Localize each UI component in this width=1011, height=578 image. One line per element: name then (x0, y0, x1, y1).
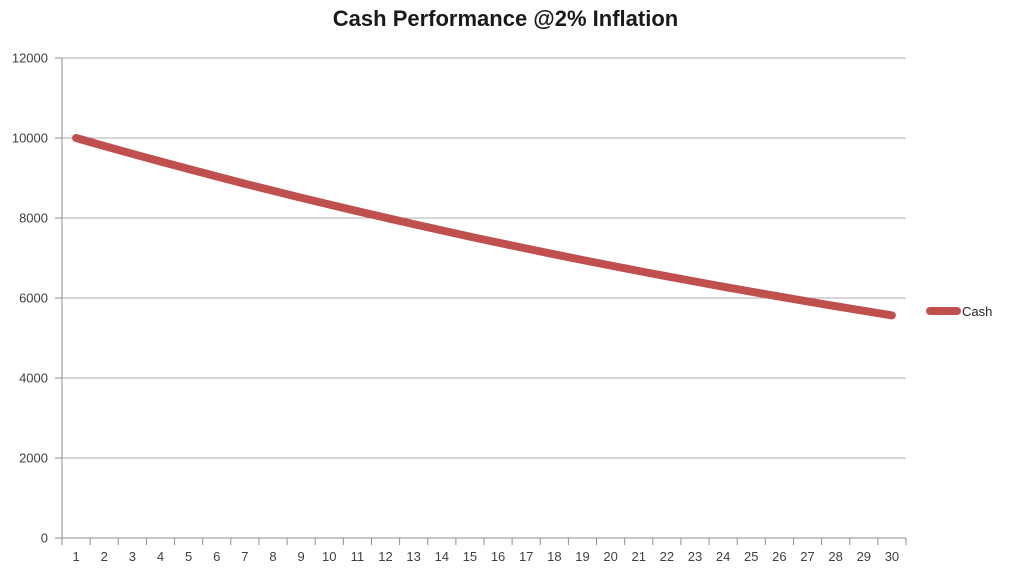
y-axis-label: 4000 (19, 371, 48, 386)
legend-label: Cash (962, 303, 993, 319)
x-axis-label: 28 (828, 549, 842, 564)
x-axis-label: 25 (744, 549, 758, 564)
x-axis-label: 30 (885, 549, 899, 564)
x-axis-label: 18 (547, 549, 561, 564)
x-axis-label: 23 (688, 549, 702, 564)
y-axis-label: 8000 (19, 211, 48, 226)
y-axis-label: 12000 (12, 51, 48, 66)
x-axis-label: 24 (716, 549, 730, 564)
x-axis-label: 20 (603, 549, 617, 564)
x-axis-label: 10 (322, 549, 336, 564)
x-axis-label: 3 (129, 549, 136, 564)
x-axis-label: 19 (575, 549, 589, 564)
y-axis-label: 10000 (12, 131, 48, 146)
legend: Cash (926, 303, 992, 319)
x-axis-label: 17 (519, 549, 533, 564)
x-axis-label: 4 (157, 549, 164, 564)
y-axis-label: 2000 (19, 451, 48, 466)
chart-title: Cash Performance @2% Inflation (332, 6, 679, 31)
y-axis-label: 0 (41, 531, 48, 546)
legend-line-swatch (926, 307, 961, 315)
x-axis-label: 27 (800, 549, 814, 564)
x-axis-label: 16 (491, 549, 505, 564)
x-axis-label: 6 (213, 549, 220, 564)
x-axis-label: 11 (351, 549, 365, 564)
x-axis-label: 13 (406, 549, 420, 564)
x-axis-label: 9 (298, 549, 305, 564)
x-axis-label: 1 (72, 549, 79, 564)
x-axis-label: 15 (463, 549, 477, 564)
series-line (72, 134, 896, 320)
x-axis-label: 12 (378, 549, 392, 564)
x-axis-label: 5 (185, 549, 192, 564)
x-axis-label: 26 (772, 549, 786, 564)
x-axis-label: 21 (631, 549, 645, 564)
x-axis-label: 22 (660, 549, 674, 564)
x-axis-label: 29 (857, 549, 871, 564)
x-axis-label: 8 (269, 549, 276, 564)
x-axis-label: 2 (101, 549, 108, 564)
x-axis-label: 7 (241, 549, 248, 564)
y-axis-label: 6000 (19, 291, 48, 306)
x-axis-label: 14 (435, 549, 449, 564)
